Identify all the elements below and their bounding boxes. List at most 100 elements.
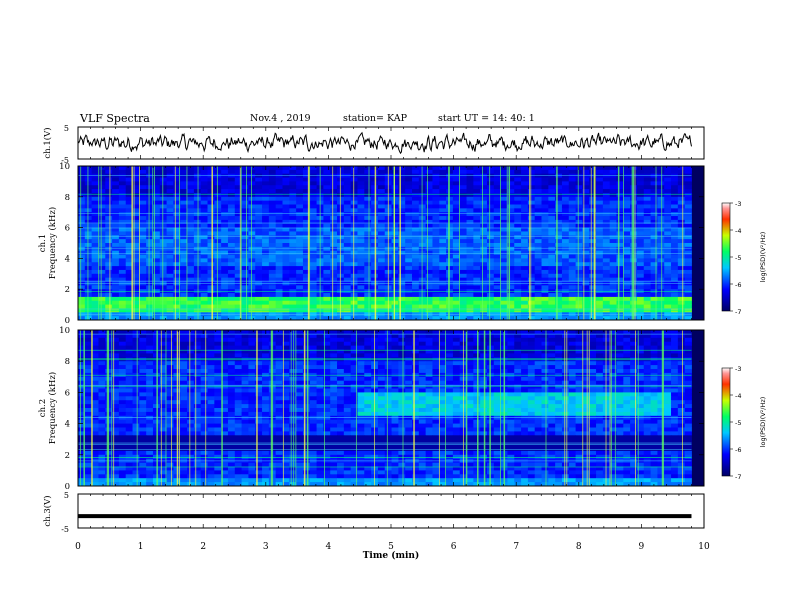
spectrogram-cell [459, 239, 467, 244]
spectrogram-cell [146, 181, 154, 186]
spectrogram-cell [521, 227, 529, 232]
spectrogram-cell [214, 369, 222, 374]
spectrogram-cell [289, 337, 297, 343]
spectrogram-cell [227, 345, 236, 350]
spectrogram-cell [589, 345, 597, 350]
spectrogram-cell [446, 196, 454, 202]
spectrogram-cell [262, 384, 270, 389]
spectrogram-cell [302, 231, 311, 236]
spectrogram-cell [596, 369, 604, 374]
spectrogram-cell [623, 208, 631, 213]
spectrogram-cell [596, 231, 604, 236]
spectrogram-cell [118, 219, 127, 225]
spectrogram-cell [596, 235, 604, 240]
spectrogram-cell [623, 293, 631, 298]
spectrogram-cell [323, 254, 331, 259]
spectrogram-cell [527, 223, 536, 228]
spectrogram-cell [241, 285, 249, 290]
spectrogram-cell [555, 231, 563, 236]
spectrogram-cell [561, 330, 570, 335]
spectrogram-cell [193, 269, 202, 275]
spectrogram-cell [289, 285, 297, 290]
spectrogram-cell [152, 196, 161, 202]
spectrogram-cell [207, 262, 215, 267]
spectrogram-cell [132, 223, 140, 228]
spectrogram-cell [118, 189, 127, 194]
spectrogram-cell [486, 304, 495, 309]
spectrogram-cell [289, 200, 297, 205]
spectrogram-cell [173, 243, 181, 248]
spectrogram-cell [650, 337, 658, 343]
spectrogram-cell [200, 349, 208, 354]
spectrogram-cell [596, 169, 604, 175]
spectrogram-cell [118, 361, 127, 366]
spectrogram-cell [412, 235, 420, 240]
spectrogram-cell [671, 341, 679, 346]
spectrogram-cell [521, 285, 529, 290]
spectrogram-cell [664, 293, 672, 298]
spectrogram-cell [684, 369, 692, 374]
spectrogram-cell [221, 337, 229, 343]
spectrogram-cell [412, 258, 420, 263]
spectrogram-cell [357, 212, 365, 217]
spectrogram-cell [541, 285, 549, 290]
spectrogram-cell [391, 353, 399, 358]
spectrogram-cell [323, 181, 331, 186]
spectrogram-cell [282, 235, 290, 240]
spectrogram-cell [677, 243, 686, 248]
spectrogram-cell [241, 361, 249, 366]
spectrogram-cell [221, 166, 229, 171]
spectrogram-cell [589, 262, 597, 267]
spectrogram-cell [98, 285, 106, 290]
spectrogram-cell [357, 293, 365, 298]
spectrogram-cell [398, 262, 406, 267]
spectrogram-cell [187, 200, 195, 205]
spectrogram-cell [664, 269, 672, 275]
spectrogram-cell [350, 262, 358, 267]
spectrogram-cell [357, 231, 365, 236]
spectrogram-cell [452, 212, 461, 217]
spectrogram-cell [248, 333, 256, 339]
spectrogram-cell [582, 316, 590, 321]
spectrogram-cell [180, 200, 188, 205]
spectrogram-cell [364, 341, 372, 346]
spectrogram-cell [405, 200, 413, 205]
spectrogram-cell [214, 196, 222, 202]
spectrogram-cell [180, 250, 188, 255]
spectrogram-cell [302, 369, 311, 374]
spectrogram-cell [432, 345, 440, 350]
spectrogram-cell [561, 266, 570, 271]
spectrogram-cell [636, 293, 645, 298]
spectrogram-cell [643, 349, 651, 354]
spectrogram-cell [521, 169, 529, 175]
spectrogram-cell [234, 300, 242, 305]
spectrogram-cell [684, 204, 692, 209]
spectrogram-cell [309, 380, 317, 385]
spectrogram-cell [248, 216, 256, 221]
spectrogram-cell [234, 169, 242, 175]
spectrogram-cell [643, 254, 651, 259]
spectrogram-cell [302, 200, 311, 205]
spectrogram-cell [84, 177, 93, 182]
spectrogram-cell [193, 208, 202, 213]
spectrogram-cell [493, 300, 502, 305]
spectrogram-cell [350, 169, 358, 175]
spectrogram-cell [398, 293, 406, 298]
spectrogram-cell [671, 285, 679, 290]
spectrogram-cell [282, 369, 290, 374]
spectrogram-cell [412, 239, 420, 244]
spectrogram-cell [234, 166, 242, 171]
spectrogram-cell [493, 316, 502, 321]
spectrogram-cell [405, 262, 413, 267]
spectrogram-cell [296, 254, 304, 259]
spectrogram-cell [323, 369, 331, 374]
spectrogram-cell [486, 185, 495, 190]
spectrogram-cell [534, 380, 542, 385]
spectrogram-cell [446, 250, 454, 255]
spectrogram-cell [330, 204, 338, 209]
spectrogram-cell [493, 369, 502, 374]
spectrogram-cell [84, 169, 93, 175]
spectrogram-cell [84, 361, 93, 366]
spectrogram-cell [125, 192, 133, 198]
spectrogram-cell [568, 262, 576, 267]
